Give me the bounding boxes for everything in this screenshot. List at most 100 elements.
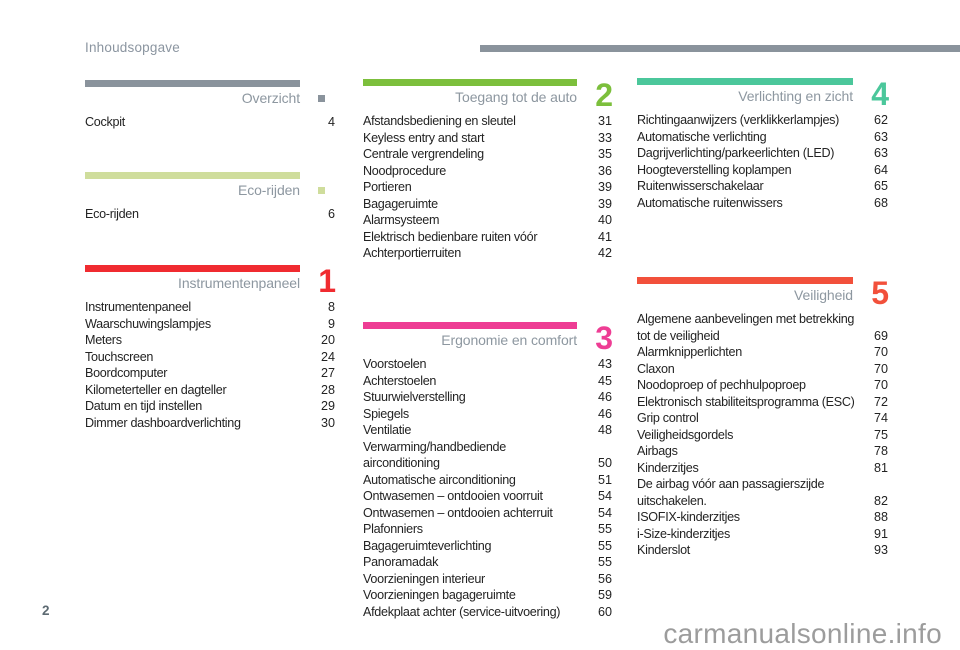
toc-item[interactable]: Spiegels 46: [363, 406, 612, 423]
toc-section-eco-rijden: Eco-rijden Eco-rijden 6: [85, 172, 335, 223]
toc-item[interactable]: Achterstoelen 45: [363, 373, 612, 390]
toc-item[interactable]: Bagageruimteverlichting 55: [363, 538, 612, 555]
square-bullet-icon: [318, 95, 325, 102]
toc-item[interactable]: Claxon 70: [637, 361, 888, 378]
toc-item-label: Elektrisch bedienbare ruiten vóór: [363, 229, 538, 244]
toc-item-label: Grip control: [637, 411, 699, 425]
toc-item-page: 59: [597, 588, 612, 602]
toc-item[interactable]: Grip control 74: [637, 410, 888, 427]
toc-item[interactable]: Stuurwielverstelling 46: [363, 389, 612, 406]
toc-item[interactable]: Instrumentenpaneel 8: [85, 299, 335, 316]
toc-item[interactable]: Portieren 39: [363, 179, 612, 196]
toc-item[interactable]: Datum en tijd instellen 29: [85, 398, 335, 415]
toc-item-label: Dagrijverlichting/parkeerlichten (LED): [637, 146, 835, 160]
toc-item-page: 28: [320, 382, 335, 397]
toc-item[interactable]: Plafonniers 55: [363, 521, 612, 538]
toc-item[interactable]: Elektrisch bedienbare ruiten vóór 41: [363, 229, 612, 246]
toc-item[interactable]: Panoramadak 55: [363, 554, 612, 571]
toc-item[interactable]: Kilometerteller en dagteller 28: [85, 382, 335, 399]
toc-item[interactable]: Kinderslot 93: [637, 542, 888, 559]
toc-item[interactable]: Noodprocedure 36: [363, 163, 612, 180]
section-items: Instrumentenpaneel 8 Waarschuwingslampjes 9…: [85, 299, 335, 431]
toc-item[interactable]: Hoogteverstelling koplampen 64: [637, 162, 888, 179]
toc-item[interactable]: Ventilatie 48: [363, 422, 612, 439]
section-number: 3: [595, 320, 613, 356]
toc-item-page: 74: [873, 411, 888, 425]
toc-item[interactable]: Automatische airconditioning 51: [363, 472, 612, 489]
section-items: Eco-rijden 6: [85, 206, 335, 223]
toc-item[interactable]: Automatische verlichting 63: [637, 129, 888, 146]
toc-item-page: 40: [597, 213, 612, 227]
toc-item[interactable]: Boordcomputer 27: [85, 365, 335, 382]
toc-item[interactable]: Kinderzitjes 81: [637, 460, 888, 477]
toc-item[interactable]: Verwarming/handbediende airconditioning 5…: [363, 439, 612, 472]
toc-item-label: Algemene aanbevelingen met betrekking to…: [637, 312, 855, 343]
toc-item-page: 70: [873, 361, 888, 376]
toc-item-page: 29: [320, 399, 335, 413]
toc-item[interactable]: i-Size-kinderzitjes 91: [637, 526, 888, 543]
toc-item[interactable]: Airbags 78: [637, 443, 888, 460]
toc-item[interactable]: Dagrijverlichting/parkeerlichten (LED) 63: [637, 145, 888, 162]
toc-item[interactable]: Automatische ruitenwissers 68: [637, 195, 888, 212]
toc-item-label: Voorzieningen interieur: [363, 571, 485, 586]
toc-item[interactable]: Keyless entry and start 33: [363, 130, 612, 147]
section-number: 1: [318, 263, 336, 299]
toc-item[interactable]: Centrale vergrendeling 35: [363, 146, 612, 163]
toc-item[interactable]: Veiligheidsgordels 75: [637, 427, 888, 444]
toc-item[interactable]: Waarschuwingslampjes 9: [85, 316, 335, 333]
toc-item-page: 46: [597, 406, 612, 421]
toc-item-page: 72: [873, 394, 888, 409]
toc-item-page: 55: [597, 538, 612, 553]
toc-item-label: Achterstoelen: [363, 373, 437, 388]
section-title-row: Instrumentenpaneel 1: [85, 265, 336, 297]
toc-item-page: 60: [597, 604, 612, 619]
section-items: Afstandsbediening en sleutel 31 Keyless en…: [363, 113, 612, 262]
toc-item[interactable]: Dimmer dashboardverlichting 30: [85, 415, 335, 432]
toc-item[interactable]: Eco-rijden 6: [85, 206, 335, 223]
toc-item[interactable]: Ontwasemen – ontdooien voorruit 54: [363, 488, 612, 505]
toc-item-label: Richtingaanwijzers (verklikkerlampjes): [637, 113, 840, 127]
toc-item-page: 78: [873, 444, 888, 458]
toc-item-label: Dimmer dashboardverlichting: [85, 415, 241, 430]
toc-item[interactable]: Elektronisch stabiliteitsprogramma (ESC)…: [637, 394, 888, 411]
toc-item-label: Kinderslot: [637, 543, 691, 557]
toc-item[interactable]: Meters 20: [85, 332, 335, 349]
toc-item-label: Bagageruimteverlichting: [363, 538, 492, 553]
toc-item[interactable]: Touchscreen 24: [85, 349, 335, 366]
toc-section-verlichting-en-zicht: Verlichting en zicht 4 Richtingaanwijzer…: [637, 78, 889, 212]
toc-item-page: 64: [873, 162, 888, 177]
toc-item-page: 54: [597, 489, 612, 503]
toc-item-page: 48: [597, 423, 612, 437]
toc-item-label: Voorstoelen: [363, 357, 427, 371]
section-number: 5: [871, 275, 889, 311]
toc-item-label: ISOFIX-kinderzitjes: [637, 510, 740, 524]
toc-item[interactable]: Cockpit 4: [85, 114, 335, 131]
toc-item[interactable]: Achterportierruiten 42: [363, 245, 612, 262]
page-title: Inhoudsopgave: [85, 40, 180, 55]
toc-item-label: Veiligheidsgordels: [637, 427, 734, 442]
toc-item-label: Voorzieningen bagageruimte: [363, 588, 516, 602]
toc-item[interactable]: Afdekplaat achter (service-uitvoering) 60: [363, 604, 612, 621]
toc-item-page: 9: [327, 316, 335, 331]
toc-item[interactable]: Ontwasemen – ontdooien achterruit 54: [363, 505, 612, 522]
toc-item-label: Datum en tijd instellen: [85, 399, 203, 413]
toc-item[interactable]: ISOFIX-kinderzitjes 88: [637, 509, 888, 526]
toc-item[interactable]: Bagageruimte 39: [363, 196, 612, 213]
toc-item[interactable]: Noodoproep of pechhulpoproep 70: [637, 377, 888, 394]
toc-item-page: 69: [873, 328, 888, 343]
toc-item-page: 43: [597, 357, 612, 371]
toc-item-page: 39: [597, 196, 612, 211]
toc-item[interactable]: Voorstoelen 43: [363, 356, 612, 373]
toc-item[interactable]: Voorzieningen interieur 56: [363, 571, 612, 588]
toc-item[interactable]: Alarmknipperlichten 70: [637, 344, 888, 361]
toc-item[interactable]: Richtingaanwijzers (verklikkerlampjes) 62: [637, 112, 888, 129]
toc-item[interactable]: Algemene aanbevelingen met betrekking to…: [637, 311, 888, 344]
toc-item[interactable]: Alarmsysteem 40: [363, 212, 612, 229]
toc-item[interactable]: Voorzieningen bagageruimte 59: [363, 587, 612, 604]
toc-item[interactable]: Afstandsbediening en sleutel 31: [363, 113, 612, 130]
toc-item[interactable]: De airbag vóór aan passagierszijde uitsc…: [637, 476, 888, 509]
toc-item-label: Elektronisch stabiliteitsprogramma (ESC): [637, 394, 855, 409]
toc-item[interactable]: Ruitenwisserschakelaar 65: [637, 178, 888, 195]
toc-item-page: 46: [597, 390, 612, 404]
toc-item-label: Ontwasemen – ontdooien achterruit: [363, 505, 553, 520]
